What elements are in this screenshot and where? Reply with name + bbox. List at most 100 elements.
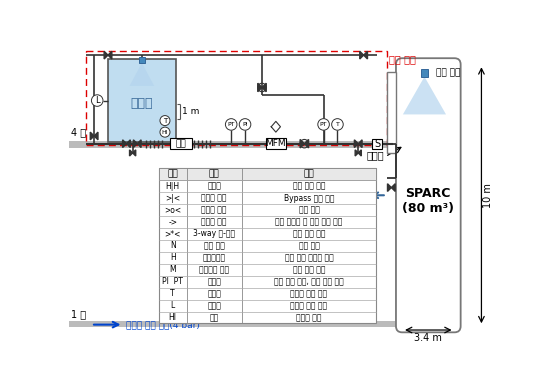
Polygon shape bbox=[354, 140, 358, 147]
Text: 10 m: 10 m bbox=[483, 183, 493, 208]
Circle shape bbox=[332, 119, 343, 130]
Bar bbox=[387, 72, 396, 153]
Text: T: T bbox=[336, 122, 340, 127]
Polygon shape bbox=[358, 150, 361, 156]
Bar bbox=[70, 321, 401, 327]
Text: 배관 수동 개폐: 배관 수동 개폐 bbox=[293, 182, 325, 191]
Text: 온수통 수위 측정: 온수통 수위 측정 bbox=[290, 301, 328, 310]
Polygon shape bbox=[130, 150, 132, 156]
Polygon shape bbox=[364, 51, 367, 59]
Text: PT: PT bbox=[320, 122, 328, 127]
Text: 펌프: 펌프 bbox=[175, 139, 186, 148]
Polygon shape bbox=[403, 77, 446, 114]
Text: 온수통: 온수통 bbox=[131, 97, 153, 110]
Polygon shape bbox=[126, 140, 130, 147]
Circle shape bbox=[160, 127, 170, 137]
Bar bbox=[421, 69, 428, 77]
Text: 명칭: 명칭 bbox=[209, 170, 220, 179]
Polygon shape bbox=[137, 140, 141, 147]
Text: L: L bbox=[171, 301, 175, 310]
Text: 스트레이너: 스트레이너 bbox=[203, 253, 226, 262]
Text: 배관 자동 개폐: 배관 자동 개폐 bbox=[293, 229, 325, 238]
Text: 수위계: 수위계 bbox=[207, 301, 221, 310]
Text: 펌프 진동 흡수: 펌프 진동 흡수 bbox=[293, 265, 325, 274]
Text: 열침원: 열침원 bbox=[366, 150, 384, 160]
Bar bbox=[87, 51, 387, 145]
Polygon shape bbox=[123, 140, 126, 147]
Text: 체크 밸브: 체크 밸브 bbox=[204, 241, 225, 250]
Circle shape bbox=[239, 119, 251, 130]
Text: 냉각수 온도 측정: 냉각수 온도 측정 bbox=[290, 289, 328, 298]
Text: T: T bbox=[163, 118, 167, 124]
Text: ->: -> bbox=[168, 218, 177, 226]
Text: H: H bbox=[170, 253, 175, 262]
Text: 3.4 m: 3.4 m bbox=[414, 333, 442, 343]
Polygon shape bbox=[258, 83, 262, 92]
Text: 실험실 수도 공급(4 bar): 실험실 수도 공급(4 bar) bbox=[126, 320, 199, 329]
Polygon shape bbox=[358, 140, 362, 147]
Text: SPARC
(80 m³): SPARC (80 m³) bbox=[402, 186, 455, 214]
Text: PI: PI bbox=[243, 122, 248, 127]
Text: N: N bbox=[170, 241, 175, 250]
Text: 유체 내부 고형물 제거: 유체 내부 고형물 제거 bbox=[284, 253, 334, 262]
Text: 글로브 밸브: 글로브 밸브 bbox=[202, 194, 227, 203]
Text: 역류 방지: 역류 방지 bbox=[299, 241, 319, 250]
Text: 3-way 솔-밸브: 3-way 솔-밸브 bbox=[193, 229, 235, 238]
Text: MFM: MFM bbox=[265, 139, 286, 148]
Text: 히터: 히터 bbox=[210, 313, 219, 322]
Polygon shape bbox=[132, 150, 136, 156]
Circle shape bbox=[92, 95, 103, 106]
Text: >o<: >o< bbox=[164, 206, 181, 215]
Text: >*<: >*< bbox=[165, 229, 181, 238]
Text: 온도계: 온도계 bbox=[207, 289, 221, 298]
Text: 1 층: 1 층 bbox=[71, 309, 86, 319]
Text: 볼밸브: 볼밸브 bbox=[207, 182, 221, 191]
Text: H|H: H|H bbox=[166, 182, 180, 191]
Text: 릴리프 밸브: 릴리프 밸브 bbox=[202, 218, 227, 226]
Text: S: S bbox=[374, 139, 380, 149]
Text: HI: HI bbox=[162, 130, 168, 135]
Bar bbox=[159, 168, 376, 323]
Bar bbox=[70, 141, 401, 147]
Polygon shape bbox=[387, 184, 391, 191]
Text: 기호: 기호 bbox=[167, 170, 178, 179]
Text: 살수 노즐: 살수 노즐 bbox=[436, 68, 461, 77]
Polygon shape bbox=[355, 150, 358, 156]
Bar bbox=[266, 138, 286, 149]
Text: 4 층: 4 층 bbox=[71, 127, 86, 138]
Polygon shape bbox=[130, 63, 154, 86]
Text: Drain: Drain bbox=[340, 184, 366, 194]
Polygon shape bbox=[134, 140, 137, 147]
Text: L: L bbox=[95, 96, 100, 105]
Text: T: T bbox=[171, 289, 175, 298]
Text: 용도: 용도 bbox=[304, 170, 314, 179]
Text: 펌프 과부하 및 배관 과압 방지: 펌프 과부하 및 배관 과압 방지 bbox=[275, 218, 343, 226]
Text: M: M bbox=[169, 265, 176, 274]
Polygon shape bbox=[104, 51, 108, 59]
Text: 컨트롤 밸브: 컨트롤 밸브 bbox=[202, 206, 227, 215]
Polygon shape bbox=[262, 83, 266, 92]
Circle shape bbox=[318, 119, 329, 130]
Bar bbox=[108, 59, 175, 142]
Text: 1 m: 1 m bbox=[182, 107, 199, 116]
Polygon shape bbox=[94, 132, 98, 140]
Text: 압력계: 압력계 bbox=[207, 277, 221, 286]
Polygon shape bbox=[360, 51, 364, 59]
Polygon shape bbox=[300, 139, 304, 148]
Text: HI: HI bbox=[168, 313, 177, 322]
Polygon shape bbox=[90, 132, 94, 140]
Text: 배관 단열: 배관 단열 bbox=[389, 55, 416, 64]
Polygon shape bbox=[304, 139, 308, 148]
Circle shape bbox=[226, 119, 237, 130]
Text: Bypass 유량 제어: Bypass 유량 제어 bbox=[284, 194, 334, 203]
Text: >|<: >|< bbox=[165, 194, 180, 203]
Text: 압력 현장 지시, 압력 신호 전달: 압력 현장 지시, 압력 신호 전달 bbox=[274, 277, 344, 286]
Text: 플렉시블 배관: 플렉시블 배관 bbox=[199, 265, 229, 274]
Bar bbox=[171, 138, 192, 149]
Bar bbox=[372, 139, 383, 149]
Bar bbox=[159, 168, 376, 180]
Text: PT: PT bbox=[227, 122, 235, 127]
Text: PI  PT: PI PT bbox=[162, 277, 183, 286]
Text: 냉각수 가열: 냉각수 가열 bbox=[296, 313, 322, 322]
Polygon shape bbox=[108, 51, 112, 59]
